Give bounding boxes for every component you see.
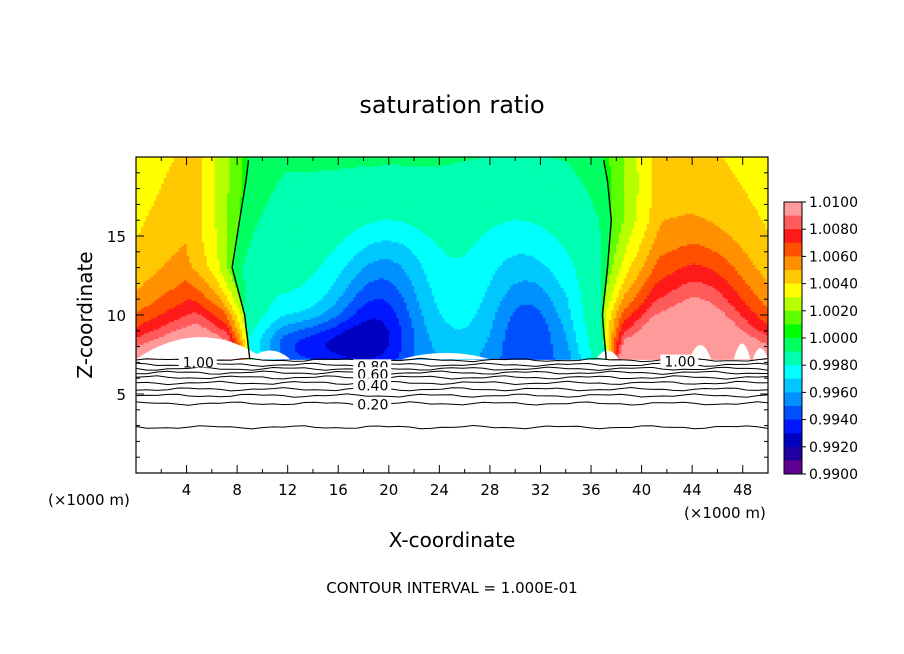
cloud-boundary-right [601,160,613,360]
colorbar-segment [784,392,802,407]
colorbar-label: 1.0080 [809,222,858,238]
colorbar-label: 0.9940 [809,413,858,429]
colorbar-label: 1.0040 [809,277,858,293]
x-tick-label: 36 [581,481,600,499]
x-tick-label: 48 [733,481,752,499]
contour-label: 0.40 [357,378,388,394]
colorbar-segment [784,433,802,448]
x-tick-label: 44 [683,481,702,499]
colorbar-segment [784,406,802,420]
contour-labels: 1.001.000.800.600.400.20 [178,354,699,413]
colorbar-segment [784,310,802,325]
contour-0.2 [136,401,768,406]
contour-0.1 [136,424,768,430]
colorbar-segment [784,229,802,244]
colorbar-label: 0.9900 [809,467,858,483]
contour-lines [136,357,768,430]
y-tick-label: 5 [116,386,126,404]
x-tick-label: 32 [531,481,550,499]
contour-label: 1.00 [183,355,214,371]
colorbar-label: 1.0020 [809,304,858,320]
colorbar-label: 1.0060 [809,249,858,265]
x-unit-right: (×1000 m) [684,504,766,522]
contour-label-bg [353,378,392,391]
contour-0.6 [136,375,768,380]
colorbar-segment [784,460,802,475]
x-tick-label: 8 [232,481,242,499]
colorbar-segment [784,297,802,312]
colorbar-segment [784,365,802,380]
contour-0.5 [136,380,768,386]
colorbar-segment [784,242,802,257]
colorbar-segment [784,283,802,298]
chart-title: saturation ratio [359,91,544,119]
colorbar-segment [784,256,802,271]
x-axis: 4 8 12 16 20 24 28 32 36 40 44 48 [160,157,752,499]
colorbar-segment [784,419,802,434]
colorbar-segment [784,215,802,230]
colorbar-label: 1.0000 [809,331,858,347]
y-axis: 5 10 15 [107,172,768,458]
colorbar: 1.0100 1.0080 1.0060 1.0040 1.0020 1.0000 0.99… [783,195,858,483]
colorbar-segment [784,338,802,352]
x-tick-label: 40 [632,481,651,499]
x-axis-label: X-coordinate [389,528,516,552]
y-tick-label: 10 [107,307,126,325]
colorbar-segment [784,324,802,339]
colorbar-segment [784,446,802,461]
x-unit-left: (×1000 m) [48,491,130,509]
contour-label-bg [178,355,217,368]
colorbar-segment [784,270,802,284]
contour-label-bg [353,397,392,410]
x-tick-label: 28 [480,481,499,499]
contour-label-bg [660,354,699,367]
contour-0.7 [136,370,768,375]
contour-0.4 [136,386,768,392]
contour-label-bg [353,367,392,380]
colorbar-segment [784,378,802,393]
colorbar-label: 0.9920 [809,440,858,456]
contour-label: 1.00 [664,355,695,371]
contour-interval-footer: CONTOUR INTERVAL = 1.000E-01 [326,579,577,597]
x-tick-label: 12 [278,481,297,499]
colorbar-label: 0.9960 [809,385,858,401]
y-tick-label: 15 [107,228,126,246]
saturation-field [136,157,768,360]
cloud-base-gaps [136,337,768,360]
colorbar-segment [784,202,802,216]
colorbar-segment [784,351,802,366]
x-tick-label: 20 [379,481,398,499]
colorbar-label: 1.0100 [809,195,858,211]
x-tick-label: 4 [182,481,192,499]
cloud-boundary-left [231,160,251,360]
y-axis-label: Z-coordinate [73,251,97,378]
contour-0.8 [136,366,768,371]
colorbar-label: 0.9980 [809,358,858,374]
x-tick-label: 16 [329,481,348,499]
contour-0.3 [136,393,768,398]
x-tick-label: 24 [430,481,449,499]
contour-label: 0.20 [357,397,388,413]
plot-area: 1.001.000.800.600.400.20 [135,156,769,474]
